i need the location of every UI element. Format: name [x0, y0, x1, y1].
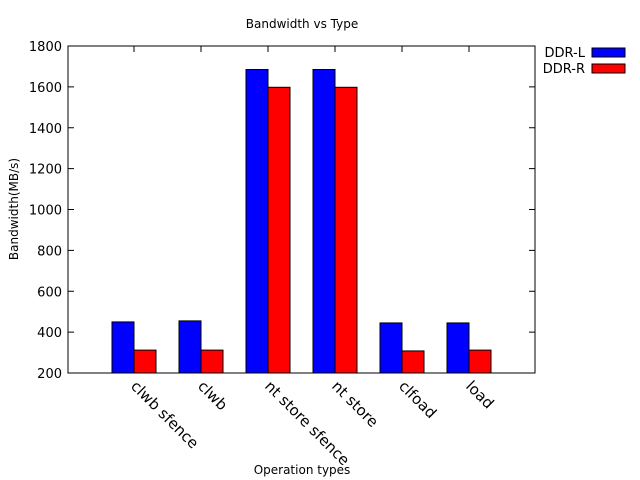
x-tick-label: nt store — [328, 377, 382, 431]
bar-ddr-l — [379, 322, 403, 374]
bar-ddr-l — [312, 69, 336, 374]
legend-label-ddr-r: DDR-R — [543, 62, 585, 77]
bar-ddr-r — [401, 350, 425, 374]
y-tick-label: 600 — [37, 285, 62, 300]
y-tick-label: 1600 — [29, 81, 62, 96]
bar-ddr-l — [178, 320, 202, 374]
y-tick-label: 1000 — [29, 204, 62, 219]
bar-ddr-r — [133, 349, 157, 374]
x-tick-label: load — [462, 377, 497, 412]
bar-ddr-l — [111, 321, 135, 374]
bar-ddr-r — [267, 86, 291, 374]
bar-ddr-r — [200, 349, 224, 374]
y-tick-label: 1200 — [29, 163, 62, 178]
legend-swatch-ddr-r — [591, 63, 626, 74]
chart-title: Bandwidth vs Type — [246, 17, 358, 31]
x-tick-label: clwb sfence — [127, 377, 202, 452]
y-tick-label: 200 — [37, 367, 62, 382]
bar-ddr-l — [446, 322, 470, 374]
x-tick-label: clfoad — [395, 377, 440, 422]
y-tick-label: 1400 — [29, 122, 62, 137]
bar-ddr-l — [245, 69, 269, 374]
bar-ddr-r — [334, 86, 358, 374]
y-tick-label: 800 — [37, 244, 62, 259]
plot-frame — [67, 45, 536, 374]
legend-swatch-ddr-l — [591, 47, 626, 58]
legend-label-ddr-l: DDR-L — [545, 46, 586, 61]
x-axis-label: Operation types — [254, 463, 351, 477]
x-tick-label: clwb — [194, 377, 231, 414]
y-axis-label: Bandwidth(MB/s) — [7, 158, 21, 260]
bar-ddr-r — [468, 349, 492, 374]
y-tick-label: 1800 — [29, 40, 62, 55]
y-tick-label: 400 — [37, 326, 62, 341]
